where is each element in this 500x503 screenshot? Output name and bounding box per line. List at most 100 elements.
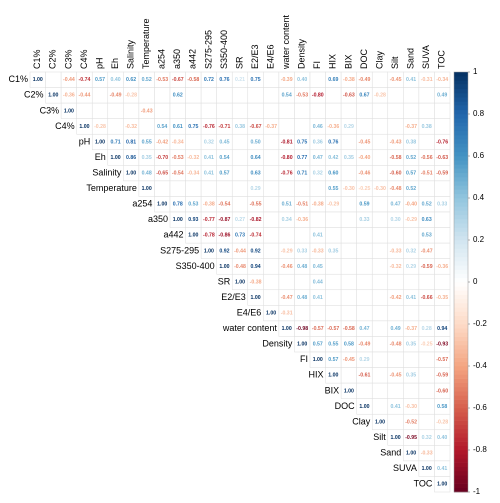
- grid-cell: [403, 382, 420, 399]
- correlation-value: 1.00: [111, 155, 121, 161]
- colorbar-segment: [454, 265, 468, 270]
- correlation-value: 0.41: [406, 295, 416, 301]
- colorbar-segment: [454, 282, 468, 287]
- correlation-value: -0.61: [359, 373, 371, 379]
- correlation-value: -0.30: [405, 404, 417, 410]
- correlation-value: 0.33: [297, 248, 307, 254]
- grid-cell: [371, 289, 389, 306]
- colorbar-segment: [454, 130, 468, 136]
- grid-cell: [371, 367, 389, 384]
- correlation-value: 1.00: [204, 248, 214, 254]
- correlation-value: 0.48: [297, 295, 307, 301]
- grid-cell: [340, 211, 357, 228]
- correlation-value: -0.42: [156, 139, 168, 145]
- colorbar-segment: [454, 294, 468, 300]
- correlation-value: 0.81: [126, 139, 136, 145]
- colorbar-segment: [454, 353, 468, 358]
- correlation-value: -0.54: [219, 202, 231, 208]
- correlation-value: -0.60: [390, 170, 402, 176]
- column-label: a350: [172, 49, 182, 69]
- row-label: C1%: [8, 74, 28, 84]
- correlation-value: 0.72: [204, 77, 214, 83]
- correlation-value: 0.38: [406, 139, 416, 145]
- grid-cell: [403, 273, 420, 291]
- column-label: SR: [234, 56, 244, 69]
- grid-cell: [325, 227, 342, 244]
- correlation-value: 0.78: [173, 202, 183, 208]
- row-label: HIX: [309, 370, 324, 380]
- correlation-value: 0.32: [313, 170, 323, 176]
- correlation-value: 0.35: [328, 248, 338, 254]
- grid-cell: [371, 273, 389, 291]
- column-label: BIX: [343, 54, 353, 69]
- grid-cell: [278, 118, 295, 135]
- correlation-value: 0.64: [251, 155, 261, 161]
- correlation-value: -0.32: [187, 155, 199, 161]
- colorbar-segment: [454, 408, 468, 413]
- grid-cell: [418, 87, 435, 104]
- colorbar-segment: [454, 139, 468, 144]
- colorbar-segment: [454, 202, 468, 207]
- correlation-value: 0.35: [344, 155, 354, 161]
- colorbar-segment: [454, 97, 468, 102]
- colorbar-tick-label: 0: [473, 277, 478, 286]
- colorbar-segment: [454, 147, 468, 153]
- correlation-value: -0.67: [250, 124, 262, 130]
- colorbar-segment: [454, 466, 468, 472]
- correlation-value: -0.53: [296, 93, 308, 99]
- grid-cell: [340, 102, 357, 119]
- grid-cell: [418, 382, 435, 399]
- colorbar-segment: [454, 374, 468, 379]
- correlation-value: -0.37: [265, 124, 277, 130]
- correlation-value: -0.42: [390, 295, 402, 301]
- correlation-value: -0.76: [203, 124, 215, 130]
- correlation-value: 1.00: [142, 186, 152, 192]
- correlation-value: 1.00: [375, 419, 385, 425]
- correlation-value: -0.53: [172, 155, 184, 161]
- correlation-value: -0.58: [187, 77, 199, 83]
- colorbar-tick-label: 0.8: [473, 109, 485, 118]
- correlation-value: -0.36: [327, 124, 339, 130]
- correlation-value: -0.28: [374, 93, 386, 99]
- correlation-value: 0.75: [297, 139, 307, 145]
- correlation-value: 0.57: [406, 170, 416, 176]
- correlation-value: -0.33: [312, 248, 324, 254]
- correlation-value: -0.39: [281, 77, 293, 83]
- correlation-value: -0.51: [421, 170, 433, 176]
- colorbar-segment: [454, 80, 468, 85]
- colorbar-segment: [454, 462, 468, 468]
- column-label: Density: [297, 38, 307, 69]
- column-label: E4/E6: [265, 44, 275, 69]
- colorbar-tick-label: 1: [473, 67, 478, 76]
- grid-cell: [294, 118, 311, 135]
- correlation-value: 0.52: [406, 155, 416, 161]
- grid-cell: [340, 367, 357, 384]
- colorbar-segment: [454, 391, 468, 396]
- correlation-value: 0.35: [406, 373, 416, 379]
- grid-cell: [371, 351, 389, 368]
- correlation-value: -0.40: [405, 202, 417, 208]
- colorbar-segment: [454, 231, 468, 237]
- colorbar-segment: [454, 345, 468, 350]
- correlation-value: -0.36: [296, 217, 308, 223]
- colorbar-segment: [454, 429, 468, 434]
- column-label: TOC: [437, 50, 447, 69]
- correlation-value: -0.76: [436, 139, 448, 145]
- column-label: Clay: [374, 50, 384, 69]
- grid-cell: [200, 87, 217, 104]
- grid-cell: [418, 351, 435, 368]
- row-label: C3%: [40, 105, 60, 115]
- grid-cell: [107, 118, 124, 135]
- colorbar-segment: [454, 135, 468, 140]
- correlation-value: 0.34: [282, 217, 292, 223]
- grid-cell: [340, 273, 357, 291]
- correlation-value: -0.32: [390, 264, 402, 270]
- correlation-value: -0.59: [436, 170, 448, 176]
- correlation-value: -0.78: [203, 233, 215, 239]
- correlation-value: -0.48: [234, 264, 246, 270]
- colorbar-segment: [454, 412, 468, 417]
- correlation-value: 0.52: [406, 186, 416, 192]
- correlation-value: -0.59: [436, 373, 448, 379]
- column-label: C2%: [48, 49, 58, 69]
- colorbar-segment: [454, 395, 468, 400]
